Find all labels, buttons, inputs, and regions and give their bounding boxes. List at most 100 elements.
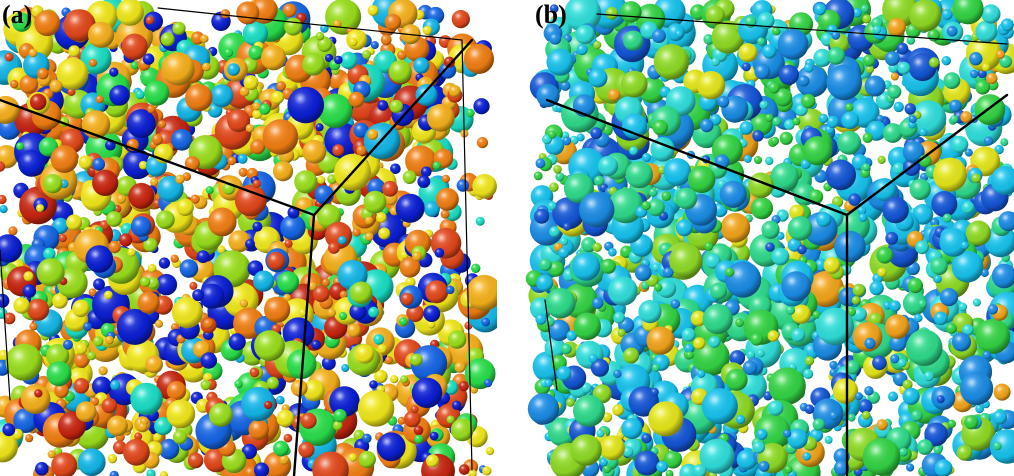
sphere-shading: [448, 85, 461, 97]
sphere-shading: [425, 280, 449, 304]
sphere-shading: [447, 330, 467, 349]
sphere-shading: [837, 130, 862, 155]
sphere-shading: [410, 353, 423, 367]
sphere-shading: [473, 98, 490, 115]
sphere-shading: [43, 247, 56, 260]
spheres-group-b: [525, 0, 1014, 476]
sphere-shading: [63, 9, 96, 42]
sphere-shading: [237, 153, 248, 164]
sphere-shading: [106, 211, 122, 227]
sphere-shading: [234, 379, 243, 389]
sphere-shading: [170, 254, 179, 263]
sphere-shading: [137, 291, 160, 314]
sphere-shading: [224, 48, 234, 58]
sphere-shading: [389, 99, 403, 114]
sphere-shading: [883, 301, 892, 310]
sphere-shading: [34, 389, 43, 398]
sphere-shading: [228, 230, 251, 253]
sphere-shading: [406, 304, 424, 323]
sphere-shading: [199, 283, 225, 309]
sphere-shading: [189, 281, 198, 290]
sphere-shading: [452, 400, 462, 410]
sphere-shading: [252, 102, 261, 111]
sphere-shading: [348, 453, 357, 462]
sphere-shading: [73, 352, 90, 368]
sphere-shading: [172, 430, 188, 445]
sphere-shading: [703, 34, 714, 45]
sphere-shading: [294, 170, 318, 194]
sphere-shading: [862, 14, 872, 24]
sphere-shading: [205, 186, 214, 195]
sphere-shading: [399, 317, 408, 326]
sphere-shading: [0, 194, 7, 205]
cube-edge-front-vertical-a: [292, 213, 316, 476]
sphere-shading: [736, 449, 758, 470]
sphere-shading: [260, 45, 287, 71]
sphere-shading: [341, 364, 350, 372]
sphere-shading: [12, 12, 32, 32]
sphere-shading: [302, 52, 325, 76]
sphere-shading: [175, 174, 185, 184]
sphere-shading: [134, 432, 143, 441]
sphere-shading: [130, 216, 152, 237]
sphere-shading: [138, 422, 147, 432]
sphere-shading: [67, 87, 76, 96]
sphere-shading: [380, 34, 392, 46]
sphere-shading: [364, 216, 374, 225]
sphere-shading: [161, 52, 195, 86]
sphere-shading: [252, 109, 262, 120]
sphere-shading: [605, 7, 619, 20]
sphere-shading: [104, 290, 113, 300]
sphere-shading: [264, 400, 273, 410]
sphere-shading: [829, 360, 838, 370]
sphere-shading: [273, 440, 289, 457]
sphere-shading: [354, 344, 375, 364]
sphere-shading: [187, 452, 204, 469]
sphere-shading: [196, 250, 210, 263]
sphere-shading: [399, 256, 421, 278]
sphere-shading: [332, 420, 343, 431]
sphere-shading: [951, 135, 969, 154]
sphere-shading: [458, 464, 470, 475]
sphere-shading: [209, 403, 233, 427]
sphere-shading: [287, 86, 325, 124]
sphere-shading: [36, 258, 65, 287]
sphere-shading: [28, 48, 38, 58]
sphere-shading: [675, 29, 684, 38]
sphere-shading: [413, 425, 424, 436]
sphere-shading: [350, 281, 373, 304]
sphere-shading: [73, 378, 90, 394]
sphere-shading: [77, 448, 106, 476]
sphere-shading: [87, 351, 96, 361]
sphere-shading: [266, 376, 279, 390]
sphere-shading: [446, 415, 455, 424]
sphere-shading: [3, 312, 16, 325]
sphere-shading: [142, 53, 155, 65]
sphere-shading: [68, 45, 81, 58]
sphere-shading: [83, 322, 92, 332]
sphere-shading: [364, 232, 374, 241]
sphere-shading: [466, 274, 497, 311]
sphere-shading: [450, 418, 474, 442]
sphere-shading: [349, 37, 358, 47]
sphere-shading: [239, 299, 248, 308]
cube-edge-back-a: [157, 7, 473, 471]
sphere-shading: [349, 303, 367, 321]
sphere-shading: [147, 104, 156, 114]
panel-b: (b): [517, 0, 1014, 476]
sphere-shading: [384, 13, 402, 31]
sphere-shading: [422, 25, 432, 36]
sphere-shading: [784, 119, 795, 130]
sphere-shading: [227, 156, 237, 166]
sphere-shading: [300, 412, 317, 429]
sphere-shading: [562, 136, 572, 146]
sphere-shading: [227, 109, 251, 133]
sphere-shading: [4, 52, 14, 62]
sphere-shading: [241, 443, 257, 460]
sphere-shading: [266, 251, 286, 271]
sphere-shading: [975, 404, 984, 414]
sphere-shading: [210, 84, 234, 108]
sphere-shading: [51, 452, 78, 476]
sphere-shading: [108, 240, 121, 254]
sphere-shading: [729, 350, 746, 366]
